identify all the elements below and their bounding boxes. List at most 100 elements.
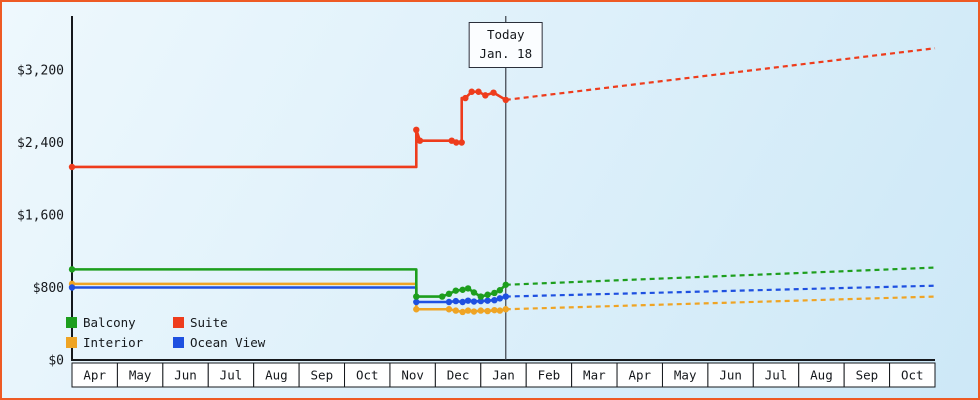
month-label: Jan xyxy=(492,368,515,383)
month-label: Jul xyxy=(765,368,788,383)
data-point-balcony xyxy=(496,287,504,294)
month-label: Oct xyxy=(901,368,924,383)
data-point-balcony xyxy=(470,289,478,296)
series-history-suite xyxy=(70,90,508,169)
interior-color-swatch xyxy=(66,336,77,348)
data-point-interior xyxy=(491,306,498,314)
data-point-suite xyxy=(68,163,76,171)
data-point-interior xyxy=(496,307,504,314)
data-point-balcony xyxy=(484,291,491,298)
data-point-ocean-view xyxy=(496,295,504,302)
data-point-suite xyxy=(502,96,509,104)
data-point-ocean-view xyxy=(502,293,509,300)
data-point-balcony xyxy=(438,293,446,300)
data-point-balcony xyxy=(477,293,484,300)
month-cell xyxy=(571,362,618,388)
legend: Balcony Suite Interior Ocean View xyxy=(66,312,265,352)
series-forecast-interior xyxy=(505,295,936,311)
month-cell xyxy=(798,362,845,388)
data-point-interior xyxy=(484,307,491,315)
month-cell xyxy=(116,362,164,388)
data-point-interior xyxy=(452,307,460,314)
data-point-suite xyxy=(475,88,482,95)
data-point-balcony xyxy=(413,293,420,300)
data-point-interior xyxy=(477,307,484,314)
data-point-suite xyxy=(482,92,489,99)
data-point-interior xyxy=(464,307,472,314)
data-point-interior xyxy=(470,308,478,315)
balcony-color-swatch xyxy=(66,316,77,328)
month-label: Sep xyxy=(856,368,879,383)
data-point-ocean-view xyxy=(68,284,76,291)
data-point-ocean-view xyxy=(445,298,453,306)
data-point-balcony xyxy=(452,287,460,294)
legend-row-1: Balcony Suite xyxy=(66,312,265,332)
data-point-balcony xyxy=(491,289,498,297)
data-point-ocean-view xyxy=(452,297,460,305)
legend-label-interior: Interior xyxy=(83,334,144,350)
today-marker-label: Today Jan. 18 xyxy=(468,22,544,68)
data-point-ocean-view xyxy=(470,298,478,305)
data-point-ocean-view xyxy=(491,296,498,304)
month-cell xyxy=(434,362,482,388)
legend-label-ocean-view: Ocean View xyxy=(190,334,266,350)
series-forecast-ocean-view xyxy=(505,284,936,298)
legend-item-suite: Suite xyxy=(173,315,228,330)
month-label: Jun xyxy=(174,368,197,383)
month-cell xyxy=(616,362,663,388)
data-point-interior xyxy=(502,306,509,313)
month-label: Nov xyxy=(401,368,424,383)
data-point-suite xyxy=(413,126,420,134)
month-cell xyxy=(843,362,891,388)
data-point-balcony xyxy=(502,281,509,288)
month-label: May xyxy=(674,368,697,383)
month-label: Dec xyxy=(447,368,470,383)
data-point-suite xyxy=(453,139,460,146)
month-label: Apr xyxy=(83,368,106,383)
legend-label-suite: Suite xyxy=(190,314,228,330)
data-point-ocean-view xyxy=(459,298,466,306)
y-tick-label: $2,400 xyxy=(17,136,64,151)
month-label: Sep xyxy=(311,368,334,383)
y-tick-label: $800 xyxy=(33,281,64,296)
data-point-suite xyxy=(468,88,475,95)
data-point-balcony xyxy=(464,285,472,292)
data-point-suite xyxy=(458,139,465,146)
legend-row-2: Interior Ocean View xyxy=(66,332,265,352)
month-label: Aug xyxy=(810,368,833,383)
data-point-balcony xyxy=(68,266,76,273)
data-point-suite xyxy=(490,89,497,96)
suite-color-swatch xyxy=(173,316,184,328)
today-label-line2: Jan. 18 xyxy=(479,45,533,61)
data-point-interior xyxy=(445,306,453,313)
month-label: Mar xyxy=(583,368,606,383)
month-label: Apr xyxy=(628,368,651,383)
y-tick-label: $3,200 xyxy=(17,64,64,79)
month-label: May xyxy=(129,368,152,383)
data-point-balcony xyxy=(459,286,466,293)
month-cell xyxy=(253,362,300,388)
ocean-view-color-swatch xyxy=(173,336,184,348)
month-cell xyxy=(162,362,209,388)
month-cell xyxy=(889,362,936,388)
today-label-line1: Today xyxy=(486,27,525,42)
month-cell xyxy=(344,362,391,388)
month-label: Oct xyxy=(356,368,379,383)
data-point-suite xyxy=(462,94,469,102)
y-tick-label: $1,600 xyxy=(17,209,64,224)
month-cell xyxy=(661,362,709,388)
month-label: Aug xyxy=(265,368,288,383)
data-point-interior xyxy=(459,308,466,316)
data-point-ocean-view xyxy=(413,298,420,306)
data-point-suite xyxy=(416,137,424,144)
legend-label-balcony: Balcony xyxy=(83,314,136,330)
month-label: Jun xyxy=(719,368,742,383)
legend-item-ocean-view: Ocean View xyxy=(173,335,265,350)
month-cell xyxy=(389,362,436,388)
data-point-ocean-view xyxy=(477,297,484,305)
legend-item-balcony: Balcony xyxy=(66,315,173,330)
month-label: Feb xyxy=(538,368,561,383)
data-point-ocean-view xyxy=(484,297,491,304)
